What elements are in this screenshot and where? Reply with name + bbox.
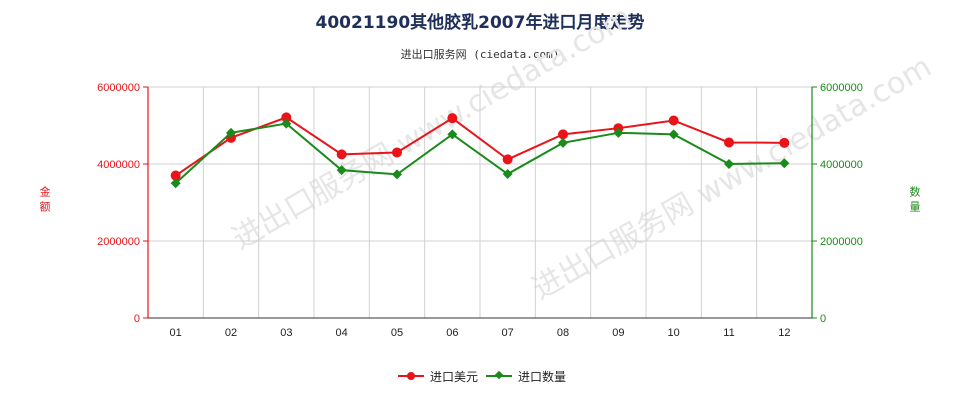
data-point-quantity [779, 158, 790, 169]
left-tick-label: 6000000 [97, 82, 140, 94]
right-tick-label: 6000000 [820, 82, 863, 94]
x-tick-label: 09 [612, 327, 624, 339]
watermark-text-1: 进出口服务网 www.ciedata.com [227, 0, 638, 257]
data-point-amount [392, 147, 402, 158]
x-tick-label: 02 [225, 327, 237, 339]
chart-title: 40021190其他胶乳2007年进口月度走势 [315, 13, 645, 33]
right-tick-label: 4000000 [820, 159, 863, 171]
right-axis-label: 数量 [908, 186, 921, 216]
legend-amount-swatch [398, 370, 424, 382]
data-point-quantity [502, 169, 513, 180]
data-point-amount [281, 112, 292, 123]
data-point-amount [668, 115, 679, 126]
data-point-quantity [558, 137, 568, 148]
x-tick-label: 07 [502, 327, 514, 339]
x-tick-label: 01 [170, 327, 182, 339]
data-point-amount [336, 149, 347, 160]
legend-amount-label: 进口美元 [430, 369, 479, 384]
data-point-quantity [668, 129, 679, 140]
right-tick-label: 0 [820, 313, 826, 325]
x-tick-label: 05 [391, 327, 403, 339]
data-point-amount [170, 170, 181, 181]
x-tick-label: 10 [668, 327, 680, 339]
data-point-amount [779, 137, 790, 148]
data-point-amount [558, 129, 568, 140]
watermark-text-2: 进出口服务网 www.ciedata.com [527, 49, 938, 307]
data-point-quantity [724, 159, 734, 169]
x-tick-label: 12 [778, 327, 790, 339]
data-point-amount [502, 154, 513, 165]
x-tick-label: 04 [336, 327, 348, 339]
data-point-quantity [613, 127, 624, 138]
series-line-quantity [174, 122, 785, 184]
left-tick-label: 2000000 [97, 236, 140, 248]
data-point-amount [724, 137, 734, 148]
data-point-quantity [226, 127, 236, 138]
data-point-amount [447, 113, 458, 124]
x-tick-label: 11 [723, 327, 734, 339]
legend-quantity-label: 进口数量 [518, 369, 567, 384]
data-point-quantity [447, 129, 458, 140]
right-tick-label: 2000000 [820, 236, 863, 248]
legend-item-amount[interactable]: 进口美元 [398, 366, 478, 386]
x-tick-label: 08 [557, 327, 569, 339]
legend-quantity-swatch [486, 370, 512, 382]
x-tick-label: 06 [446, 327, 458, 339]
left-tick-label: 0 [134, 313, 140, 325]
x-tick-label: 03 [280, 327, 292, 339]
left-axis-label: 金额 [38, 186, 51, 216]
chart-subtitle: 进出口服务网 (ciedata.com) [400, 48, 560, 61]
left-tick-label: 4000000 [97, 159, 140, 171]
data-point-quantity [170, 178, 181, 189]
legend-item-quantity[interactable]: 进口数量 [486, 366, 566, 386]
legend: 进口美元 进口数量 [0, 366, 960, 386]
data-point-quantity [336, 165, 347, 176]
series-line-amount [175, 116, 785, 177]
data-point-quantity [392, 169, 402, 180]
data-point-quantity [281, 118, 292, 129]
